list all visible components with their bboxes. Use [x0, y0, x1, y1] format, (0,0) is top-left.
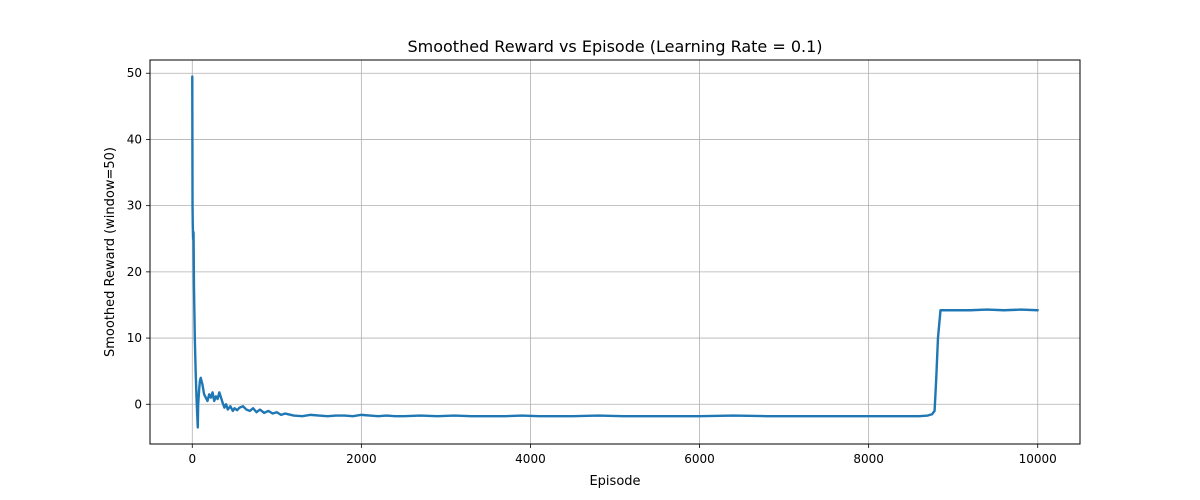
- x-tick-label: 2000: [346, 452, 377, 466]
- x-tick-label: 6000: [684, 452, 715, 466]
- series-layer: [191, 75, 1039, 429]
- x-tick-label: 4000: [515, 452, 546, 466]
- y-tick-label: 50: [127, 66, 142, 80]
- x-axis: 0 2000 4000 6000 8000 10000: [188, 444, 1057, 466]
- grid: [150, 60, 1080, 444]
- chart-title: Smoothed Reward vs Episode (Learning Rat…: [407, 37, 822, 56]
- x-tick-label: 10000: [1019, 452, 1057, 466]
- y-tick-label: 40: [127, 132, 142, 146]
- y-tick-label: 0: [134, 397, 142, 411]
- y-tick-label: 10: [127, 331, 142, 345]
- y-tick-label: 30: [127, 199, 142, 213]
- y-axis-title: Smoothed Reward (window=50): [103, 147, 118, 357]
- y-tick-label: 20: [127, 265, 142, 279]
- x-tick-label: 8000: [853, 452, 884, 466]
- plot-frame: [149, 59, 1081, 445]
- x-tick-label: 0: [188, 452, 196, 466]
- series-line-0: [191, 75, 1039, 429]
- x-axis-title: Episode: [589, 474, 640, 489]
- y-axis: 0 10 20 30 40 50: [127, 66, 150, 411]
